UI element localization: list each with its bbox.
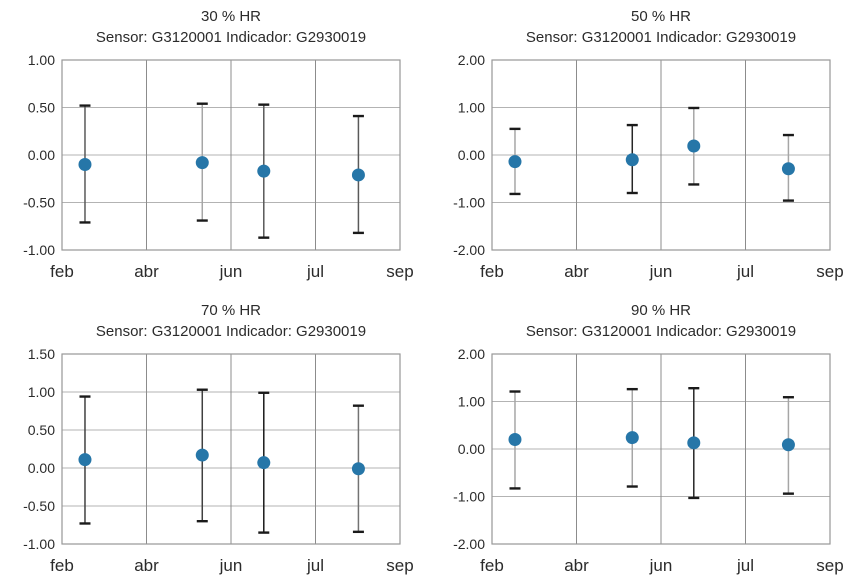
chart-subtitle: Sensor: G3120001 Indicador: G2930019 — [525, 29, 797, 47]
plot-border — [61, 353, 401, 545]
data-point-marker — [195, 156, 209, 170]
x-tick-label: jun — [219, 556, 243, 575]
x-tick-label: jul — [736, 556, 754, 575]
x-tick-label: sep — [816, 262, 843, 281]
data-point-marker — [508, 155, 522, 169]
x-tick-label: abr — [564, 556, 589, 575]
chart-panel-30hr: 30 % HR Sensor: G3120001 Indicador: G293… — [0, 0, 430, 294]
data-point-marker — [257, 164, 271, 178]
y-tick-label: 1.00 — [28, 384, 55, 400]
plot-area: 2.00 1.00 0.00 -1.00 -2.00 feb abr jun jul sep — [453, 346, 844, 575]
y-tick-label: 1.00 — [458, 100, 485, 116]
chart-title: 50 % HR — [630, 8, 692, 25]
data-point-marker — [625, 431, 639, 445]
y-tick-label: 2.00 — [458, 346, 485, 362]
data-point-marker — [508, 433, 522, 446]
x-tick-label: feb — [50, 262, 74, 281]
chart-subtitle: Sensor: G3120001 Indicador: G2930019 — [525, 323, 797, 341]
x-tick-label: sep — [386, 262, 413, 281]
chart-header: 30 % HR Sensor: G3120001 Indicador: G293… — [62, 6, 400, 49]
y-tick-label: -0.50 — [23, 195, 55, 211]
x-tick-label: sep — [816, 556, 843, 575]
y-tick-label: 1.50 — [28, 346, 55, 362]
plot-area: 2.00 1.00 0.00 -1.00 -2.00 feb abr jun jul sep — [453, 52, 844, 281]
chart-title: 90 % HR — [630, 302, 692, 319]
y-tick-label: 0.00 — [28, 460, 55, 476]
data-point-marker — [625, 153, 639, 167]
data-point-marker — [351, 462, 365, 476]
x-tick-label: feb — [50, 556, 74, 575]
x-tick-label: jun — [649, 556, 673, 575]
y-tick-label: -1.00 — [453, 195, 485, 211]
chart-title: 30 % HR — [200, 8, 262, 25]
y-tick-label: -2.00 — [453, 536, 485, 552]
y-tick-label: -1.00 — [453, 489, 485, 505]
plot-border — [491, 353, 831, 545]
y-tick-label: 0.00 — [28, 147, 55, 163]
x-tick-label: sep — [386, 556, 413, 575]
data-point-marker — [78, 158, 92, 171]
chart-panel-50hr: 50 % HR Sensor: G3120001 Indicador: G293… — [430, 0, 860, 294]
data-point-marker — [257, 456, 271, 470]
plot-area: 1.50 1.00 0.50 0.00 -0.50 -1.00 feb abr jun jul se… — [23, 346, 414, 575]
x-tick-label: feb — [480, 262, 504, 281]
y-tick-label: -1.00 — [23, 242, 55, 258]
chart-subtitle: Sensor: G3120001 Indicador: G2930019 — [95, 29, 367, 47]
chart-header: 70 % HR Sensor: G3120001 Indicador: G293… — [62, 300, 400, 343]
chart-header: 50 % HR Sensor: G3120001 Indicador: G293… — [492, 6, 830, 49]
chart-subtitle: Sensor: G3120001 Indicador: G2930019 — [95, 323, 367, 341]
y-tick-label: 0.50 — [28, 422, 55, 438]
chart-title: 70 % HR — [200, 302, 262, 319]
chart-panel-90hr: 90 % HR Sensor: G3120001 Indicador: G293… — [430, 294, 860, 588]
x-tick-label: jul — [306, 556, 324, 575]
data-point-marker — [351, 168, 365, 182]
x-tick-label: abr — [134, 556, 159, 575]
plot-area: 1.00 0.50 0.00 -0.50 -1.00 feb abr jun jul sep — [23, 52, 414, 281]
chart-header: 90 % HR Sensor: G3120001 Indicador: G293… — [492, 300, 830, 343]
x-tick-label: jun — [219, 262, 243, 281]
x-tick-label: feb — [480, 556, 504, 575]
data-point-marker — [781, 162, 795, 176]
chart-panel-70hr: 70 % HR Sensor: G3120001 Indicador: G293… — [0, 294, 430, 588]
data-point-marker — [78, 453, 92, 467]
data-point-marker — [781, 438, 795, 452]
data-point-marker — [687, 139, 701, 153]
y-tick-label: -2.00 — [453, 242, 485, 258]
x-tick-label: jul — [736, 262, 754, 281]
y-tick-label: -1.00 — [23, 536, 55, 552]
y-tick-label: 0.50 — [28, 100, 55, 116]
y-tick-label: 1.00 — [458, 394, 485, 410]
data-point-marker — [687, 436, 701, 450]
plot-border — [61, 59, 401, 251]
y-tick-label: 0.00 — [458, 147, 485, 163]
data-point-marker — [195, 448, 209, 462]
y-tick-label: 1.00 — [28, 52, 55, 68]
y-tick-label: 0.00 — [458, 441, 485, 457]
y-tick-label: 2.00 — [458, 52, 485, 68]
x-tick-label: jul — [306, 262, 324, 281]
plot-border — [491, 59, 831, 251]
x-tick-label: abr — [134, 262, 159, 281]
x-tick-label: abr — [564, 262, 589, 281]
x-tick-label: jun — [649, 262, 673, 281]
y-tick-label: -0.50 — [23, 498, 55, 514]
